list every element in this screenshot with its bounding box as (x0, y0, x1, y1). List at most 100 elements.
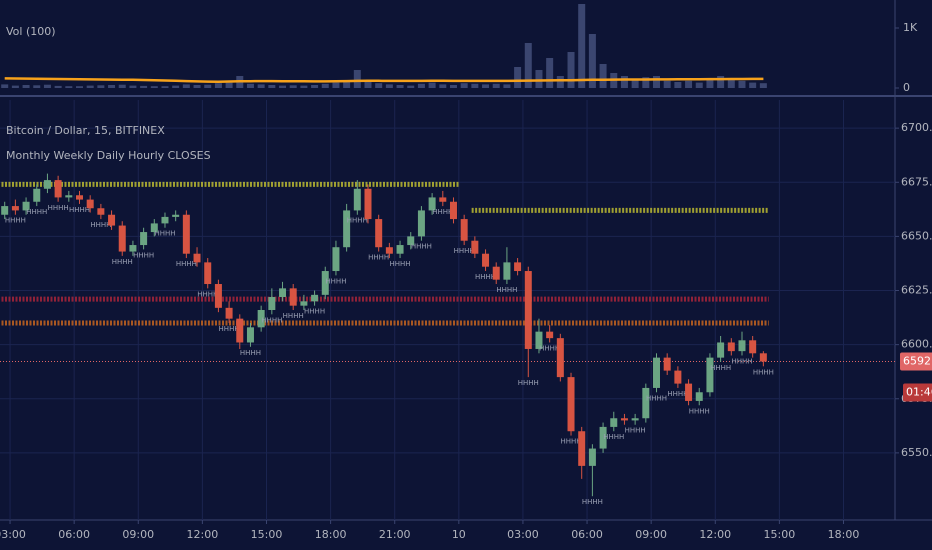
candle-body (514, 262, 522, 272)
chart-title: Bitcoin / Dollar, 15, BITFINEX (6, 124, 165, 137)
candle-body (407, 236, 415, 246)
volume-bar (150, 86, 158, 88)
hourly-marker: HHHH (539, 344, 560, 352)
volume-title: Vol (100) (6, 25, 56, 38)
candle-body (54, 180, 62, 198)
volume-bar (268, 85, 276, 88)
candle-body (321, 271, 329, 295)
x-tick-label: 12:00 (187, 528, 219, 541)
candle-body (279, 288, 287, 298)
candle-body (65, 195, 73, 198)
candle-body (182, 214, 190, 254)
candle-body (492, 266, 500, 280)
hourly-marker: HHHH (69, 206, 90, 214)
volume-bar (717, 76, 725, 88)
volume-bar (759, 83, 767, 88)
hourly-marker: HHHH (304, 308, 325, 316)
candle-body (236, 318, 244, 343)
volume-bar (321, 83, 329, 88)
volume-bar (225, 82, 233, 88)
volume-bar (417, 83, 425, 88)
candle-body (1, 206, 9, 215)
candle-body (439, 197, 447, 202)
volume-bar (492, 83, 500, 88)
candle-body (460, 219, 468, 241)
hourly-marker: HHHH (219, 325, 240, 333)
volume-ma-line (4, 77, 764, 83)
candle-body (75, 195, 83, 200)
x-tick-label: 10 (452, 528, 466, 541)
hourly-marker: HHHH (582, 498, 603, 506)
candle-body (567, 377, 575, 432)
volume-bar (749, 82, 757, 88)
candle-body (588, 448, 596, 466)
volume-bar (471, 83, 479, 88)
hourly-marker: HHHH (5, 217, 26, 225)
hourly-marker: HHHH (411, 243, 432, 251)
volume-bar (685, 80, 693, 88)
hourly-marker: HHHH (261, 316, 282, 324)
volume-bar (578, 4, 586, 88)
volume-bar (524, 43, 532, 88)
candle-body (706, 357, 714, 393)
volume-bar (396, 85, 404, 88)
x-tick-label: 03:00 (507, 528, 539, 541)
hourly-marker: HHHH (176, 260, 197, 268)
countdown-label: 01:46 (906, 386, 932, 399)
candle-body (620, 418, 628, 421)
hourly-marker: HHHH (48, 204, 69, 212)
hourly-marker: HHHH (368, 254, 389, 262)
hourly-marker: HHHH (731, 357, 752, 365)
candle-body (396, 245, 404, 254)
candle-body (642, 387, 650, 419)
volume-bar (257, 84, 265, 88)
candle-body (375, 219, 383, 248)
volume-bar (300, 85, 308, 88)
candle-body (257, 310, 265, 328)
candle-body (246, 327, 254, 343)
candle-body (482, 253, 490, 267)
hourly-marker: HHHH (496, 286, 517, 294)
candle-body (204, 262, 212, 285)
x-tick-label: 09:00 (122, 528, 154, 541)
candle-body (663, 357, 671, 371)
volume-bar (65, 86, 73, 88)
volume-bar (695, 82, 703, 88)
volume-bar (620, 76, 628, 88)
x-tick-label: 12:00 (699, 528, 731, 541)
volume-bar (428, 82, 436, 88)
candle-body (727, 342, 735, 352)
x-tick-label: 18:00 (315, 528, 347, 541)
volume-bar (631, 79, 639, 88)
hourly-marker: HHHH (133, 251, 154, 259)
volume-bar (364, 81, 372, 88)
volume-bar (514, 67, 522, 88)
hourly-marker: HHHH (646, 394, 667, 402)
volume-bar (482, 84, 490, 88)
candle-body (33, 188, 41, 202)
last-price-label: 6592.2 (903, 355, 932, 368)
candle-body (695, 392, 703, 401)
volume-bar (182, 84, 190, 88)
candle-body (631, 418, 639, 421)
hourly-marker: HHHH (325, 277, 346, 285)
volume-bar (289, 85, 297, 88)
volume-bar (738, 80, 746, 88)
volume-bar (204, 84, 212, 88)
y-tick-label: 6600.0 (901, 338, 932, 351)
x-tick-label: 21:00 (379, 528, 411, 541)
hourly-marker: HHHH (603, 433, 624, 441)
volume-bar (22, 85, 30, 88)
x-tick-label: 06:00 (571, 528, 603, 541)
volume-bar (449, 85, 457, 88)
volume-bar (332, 82, 340, 88)
candle-body (118, 225, 126, 252)
volume-bar (279, 85, 287, 88)
candle-body (140, 232, 148, 246)
y-tick-label: 6675.0 (901, 175, 932, 188)
candle-body (86, 199, 94, 209)
hourly-marker: HHHH (753, 368, 774, 376)
candle-body (578, 431, 586, 466)
hourly-marker: HHHH (689, 407, 710, 415)
